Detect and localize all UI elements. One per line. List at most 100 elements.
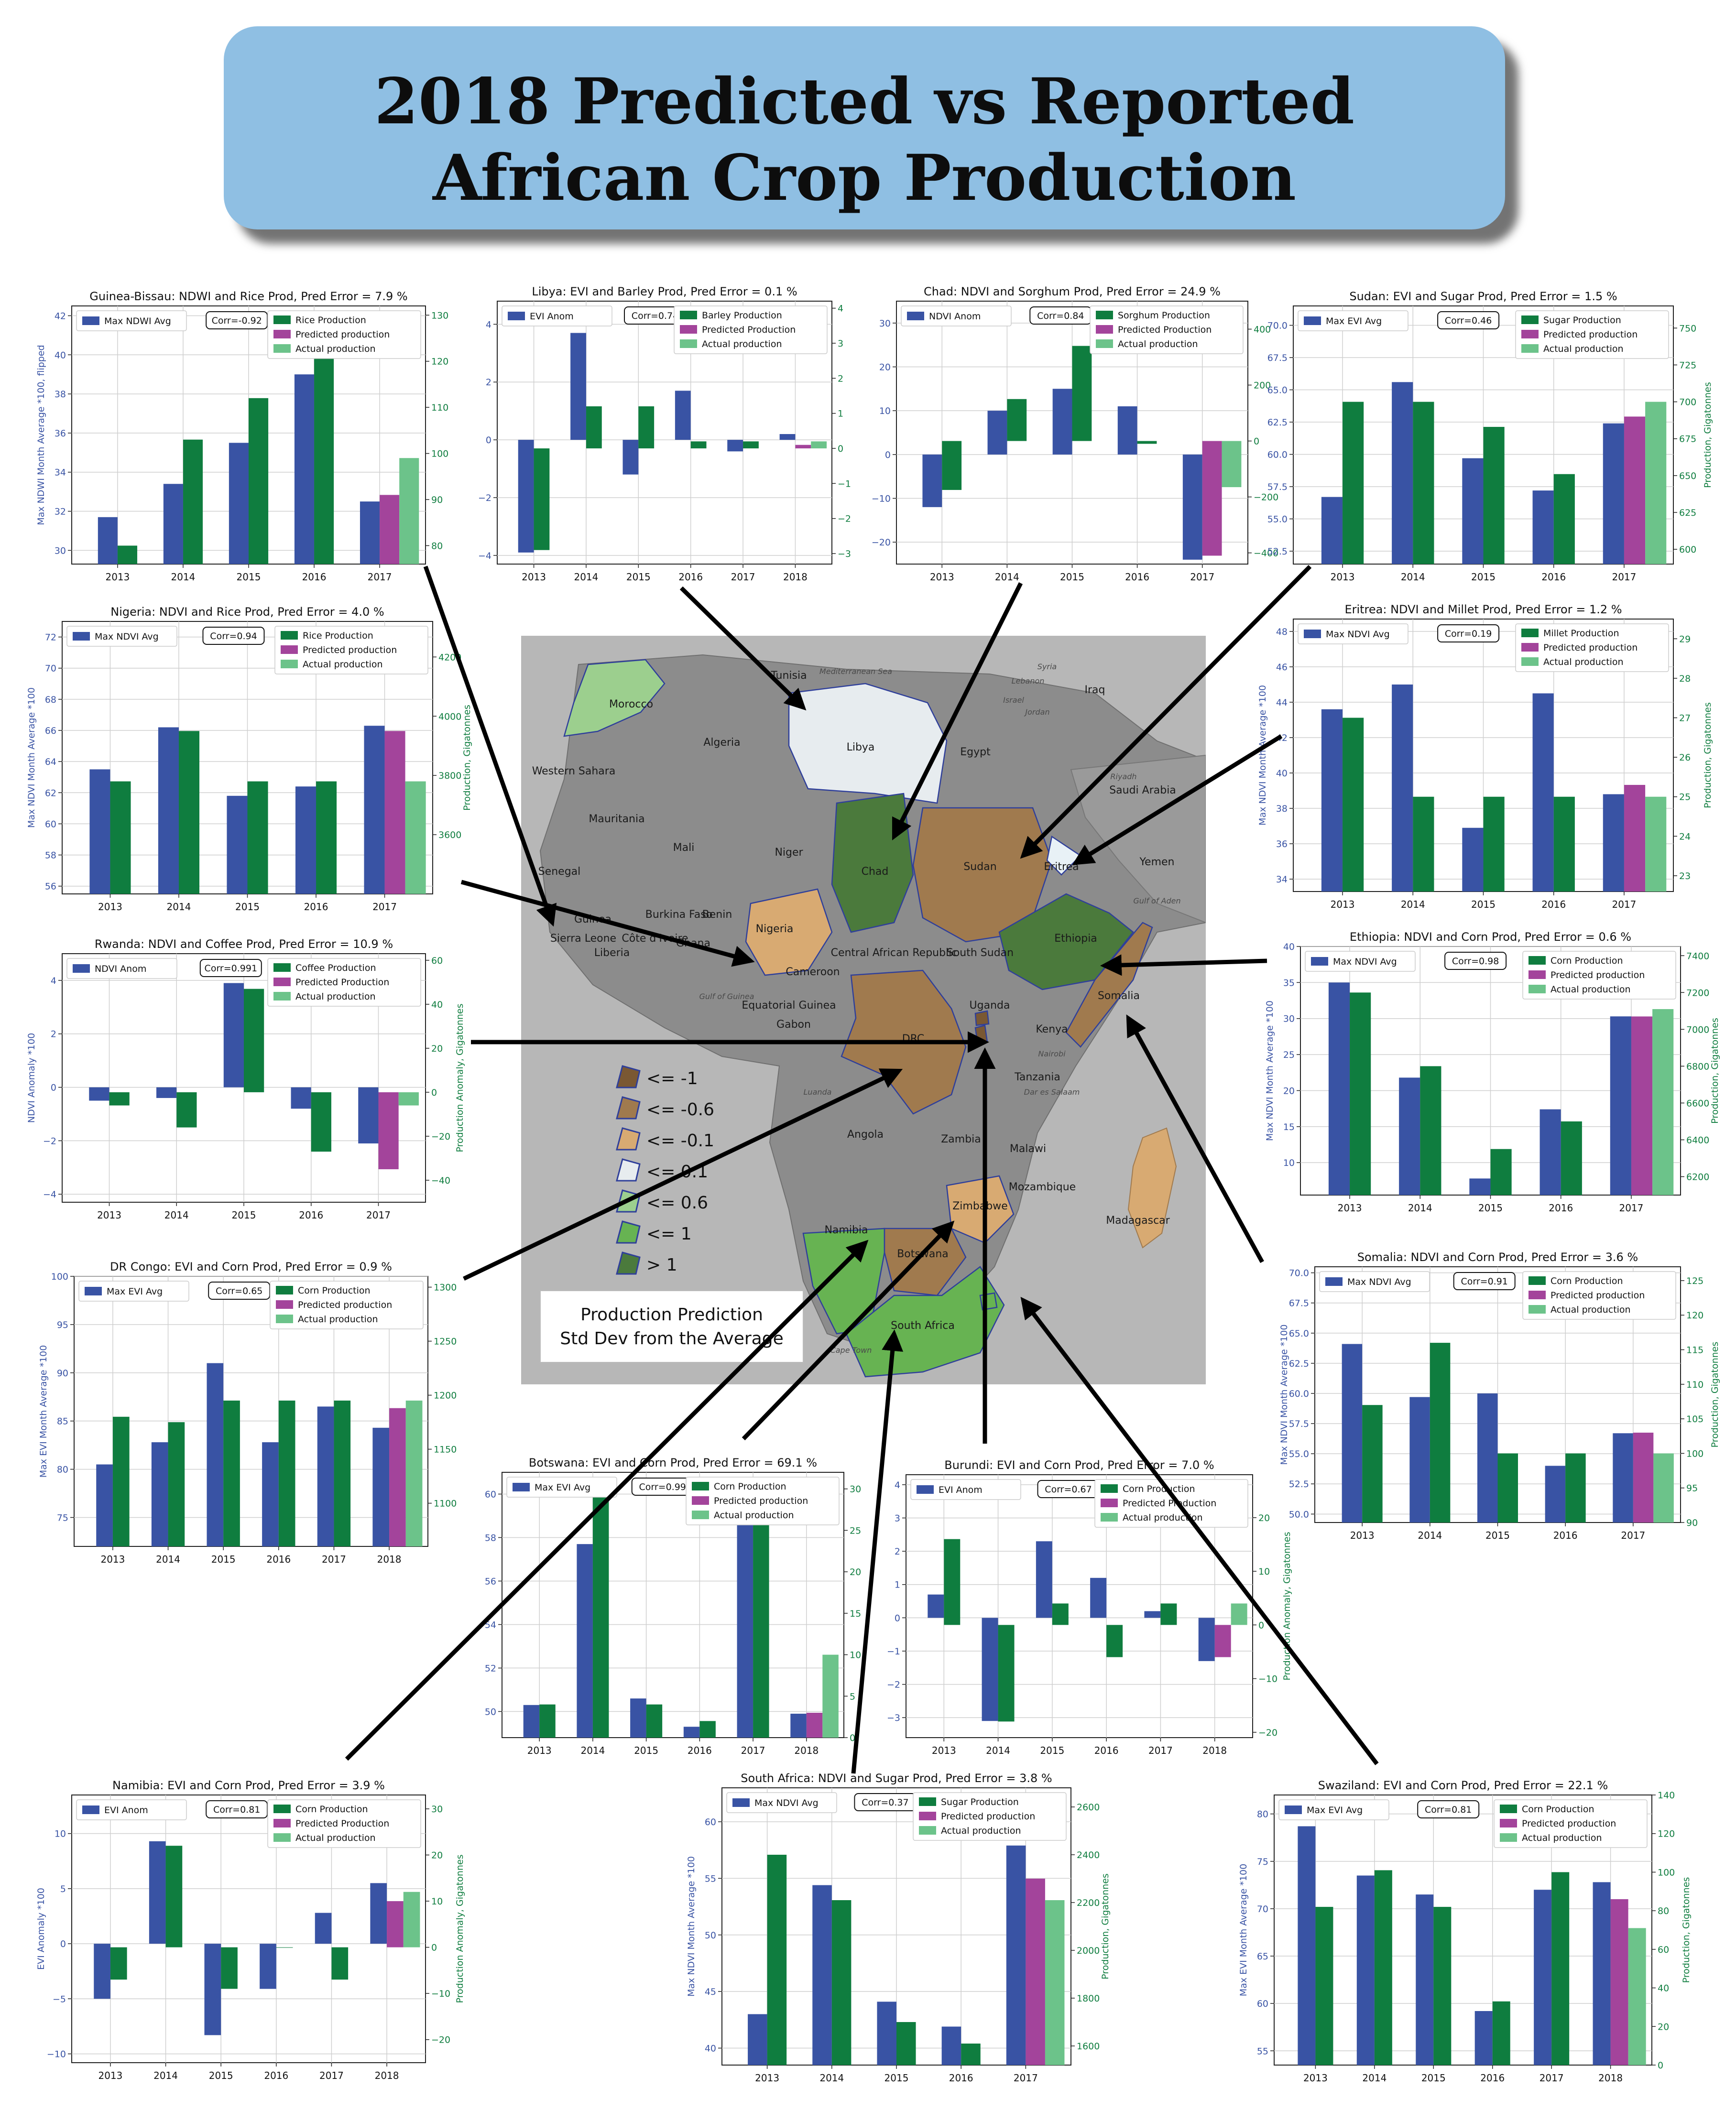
bar-barley-production — [690, 441, 707, 448]
bar-max-ndvi-avg — [227, 795, 248, 894]
bar-actual-production — [398, 1092, 419, 1106]
bar-millet-production — [1483, 796, 1505, 892]
pointer-arrow — [1100, 954, 1267, 976]
pointer-arrow — [1020, 565, 1312, 859]
right-tick-label: 30 — [431, 1804, 443, 1815]
chart-svg: Swaziland: EVI and Corn Prod, Pred Error… — [1238, 1779, 1692, 2084]
legend-swatch — [1529, 1291, 1546, 1299]
bar-max-evi-avg — [790, 1713, 807, 1738]
chart-svg: Rwanda: NDVI and Coffee Prod, Pred Error… — [26, 937, 465, 1221]
corr-box — [202, 627, 265, 645]
legend-left-label: Max NDVI Avg — [1347, 1277, 1411, 1287]
pointer-arrow — [345, 1240, 869, 1761]
legend-right-label: Rice Production — [295, 315, 366, 326]
legend-swatch — [1529, 1305, 1546, 1314]
bar-max-ndvi-avg — [748, 2014, 767, 2065]
x-tick-label: 2017 — [741, 1745, 765, 1756]
bar-rice-production — [314, 357, 334, 564]
legend-swatch-map — [616, 1127, 641, 1151]
x-tick-label: 2014 — [1408, 1202, 1432, 1214]
corr-box — [1444, 952, 1507, 970]
right-tick-label: 5 — [850, 1691, 855, 1702]
legend-swatch — [1101, 1513, 1118, 1522]
legend-left: Max NDVI Avg — [1319, 1271, 1430, 1292]
map-legend-label: <= -0.6 — [646, 1100, 714, 1120]
legend-left-box — [502, 305, 612, 326]
left-tick-label: 20 — [1283, 1086, 1295, 1096]
right-tick-label: 1250 — [434, 1337, 457, 1347]
chart-body: Guinea-Bissau: NDWI and Rice Prod, Pred … — [36, 290, 448, 583]
x-tick-label: 2013 — [932, 1745, 956, 1756]
right-tick-label: 20 — [431, 1044, 443, 1054]
corr-box — [199, 959, 262, 977]
chart-svg: Guinea-Bissau: NDWI and Rice Prod, Pred … — [36, 290, 448, 583]
bar-sugar-production — [1343, 402, 1364, 564]
bar-max-evi-avg — [1298, 1826, 1316, 2065]
bar-max-ndvi-avg — [1321, 709, 1343, 892]
bar-sorghum-production — [1072, 346, 1092, 441]
left-tick-label: 55.0 — [1267, 514, 1288, 525]
chart-body: DR Congo: EVI and Corn Prod, Pred Error … — [38, 1260, 457, 1565]
x-tick-label: 2015 — [211, 1554, 236, 1565]
legend-swatch — [276, 1286, 293, 1294]
legend-swatch-blue — [73, 964, 90, 973]
legend-swatch — [692, 1496, 709, 1505]
chart-title: Guinea-Bissau: NDWI and Rice Prod, Pred … — [89, 290, 407, 303]
bar-sugar-production — [1483, 427, 1505, 564]
bar-evi-anom — [260, 1944, 276, 1989]
bar-max-ndwi-avg — [163, 484, 183, 564]
chart-title: Somalia: NDVI and Corn Prod, Pred Error … — [1357, 1251, 1638, 1264]
left-tick-label: 56 — [485, 1576, 496, 1587]
x-tick-label: 2014 — [574, 571, 598, 583]
right-tick-label: 3 — [838, 338, 843, 349]
right-tick-label: 3800 — [438, 771, 461, 781]
bar-ndvi-anom — [987, 411, 1007, 455]
right-tick-label: 750 — [1679, 323, 1696, 334]
y-axis-label-left: Max NDVI Month Average *100 — [26, 687, 37, 828]
bar-predicted-production — [378, 1092, 399, 1169]
legend-left: Max NDVI Avg — [1298, 623, 1408, 644]
legend-left: Max EVI Avg — [78, 1281, 189, 1302]
bar-max-ndvi-avg — [1603, 794, 1624, 892]
legend-right-label: Actual production — [295, 1833, 376, 1843]
left-tick-label: 60 — [485, 1489, 496, 1500]
left-tick-label: 54 — [485, 1620, 496, 1630]
bar-max-ndvi-avg — [364, 726, 385, 894]
bar-coffee-production — [311, 1092, 331, 1152]
right-tick-label: −200 — [1254, 492, 1278, 503]
y-axis-label-right: Production, Gigatonnes — [1710, 1342, 1720, 1448]
bar-max-ndvi-avg — [1409, 1397, 1430, 1523]
corr-box — [206, 1800, 268, 1818]
bar-sugar-production — [961, 2044, 981, 2065]
bar-corn-production — [1106, 1625, 1123, 1657]
x-tick-label: 2017 — [1190, 571, 1214, 583]
legend-swatch-blue — [73, 632, 90, 641]
right-tick-label: 0 — [850, 1733, 855, 1743]
bar-ndvi-anom — [156, 1087, 177, 1098]
x-tick-label: 2013 — [100, 1554, 125, 1565]
right-tick-label: 600 — [1679, 544, 1696, 555]
x-tick-label: 2014 — [171, 571, 196, 583]
bar-evi-anom — [1036, 1541, 1052, 1618]
left-tick-label: 3 — [895, 1513, 900, 1524]
left-tick-label: −3 — [887, 1713, 900, 1723]
y-axis-label-right: Production, Gigatonnes — [462, 705, 472, 811]
map-label: Mozambique — [1009, 1181, 1076, 1193]
nigeria-region — [745, 888, 833, 976]
right-tick-label: 0 — [431, 1943, 437, 1953]
legend-swatch — [919, 1826, 936, 1835]
x-tick-label: 2013 — [755, 2072, 779, 2084]
x-tick-label: 2016 — [1125, 571, 1149, 583]
x-tick-label: 2013 — [1331, 571, 1355, 583]
bar-evi-anom — [94, 1944, 110, 1999]
map-label: Central African Republic — [831, 947, 958, 959]
legend-right-label: Actual production — [303, 659, 383, 670]
left-tick-label: 52.5 — [1289, 1479, 1309, 1490]
legend-left-label: Max EVI Avg — [535, 1482, 590, 1493]
bar-corn-production — [1052, 1603, 1069, 1625]
legend-right-box — [1494, 1799, 1648, 1848]
legend-right-label: Predicted Production — [295, 977, 389, 988]
bar-corn-production — [334, 1400, 351, 1546]
right-tick-label: 0 — [431, 1088, 437, 1098]
legend-right-label: Corn Production — [1550, 1276, 1623, 1286]
